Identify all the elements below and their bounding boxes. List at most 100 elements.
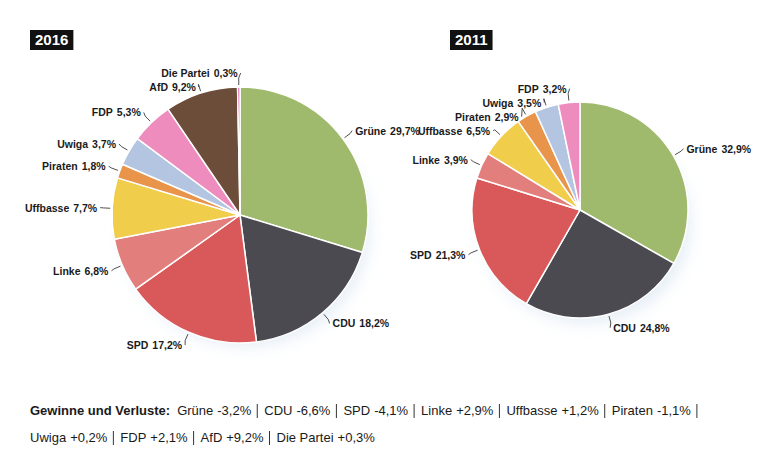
leader-line: [345, 131, 353, 138]
footer-change: +1,2%: [561, 403, 599, 418]
slice-category: Piraten: [455, 111, 491, 123]
slice-category: Uffbasse: [25, 202, 70, 214]
footer-party: Linke: [421, 403, 452, 418]
slice-value: 6,5%: [466, 125, 491, 137]
slice-value: 6,8%: [84, 265, 109, 277]
leader-line: [111, 266, 120, 271]
slice-category: Die Partei: [161, 67, 210, 79]
slice-category: CDU: [333, 317, 356, 329]
footer-party: AfD: [201, 430, 223, 445]
slice-label: Uwiga3,7%: [57, 138, 117, 150]
footer-change: +2,9%: [456, 403, 494, 418]
slice-category: Uwiga: [482, 97, 513, 109]
slice-category: AfD: [149, 81, 168, 93]
slice-category: CDU: [613, 322, 636, 334]
slice-label: Linke6,8%: [53, 265, 109, 277]
footer-item: AfD+9,2%: [201, 430, 264, 445]
separator: [113, 431, 114, 445]
slice-category: SPD: [127, 339, 149, 351]
title: 2011: [455, 31, 488, 48]
footer-party: Piraten: [612, 403, 653, 418]
slice-value: 1,8%: [82, 160, 107, 172]
slice-label: FDP5,3%: [92, 106, 142, 118]
leader-line: [568, 89, 569, 101]
footer-change: -3,2%: [217, 403, 251, 418]
footer: Gewinne und Verluste:Grüne-3,2%CDU-6,6%S…: [30, 403, 697, 445]
slice-value: 3,7%: [92, 138, 117, 150]
footer-party: Die Partei: [277, 430, 334, 445]
separator: [336, 404, 337, 418]
footer-change: +0,2%: [70, 430, 108, 445]
slice-label: Piraten 1,8%: [42, 160, 106, 172]
slice-category: Grüne: [355, 125, 386, 137]
leader-line: [185, 334, 188, 345]
separator: [604, 404, 605, 418]
footer-item: Uwiga+0,2%: [30, 430, 108, 445]
pie-slice: [168, 87, 240, 215]
leader-line: [239, 73, 241, 85]
leader-line: [119, 144, 127, 150]
slice-label: Uffbasse6,5%: [418, 125, 491, 137]
slices: [472, 102, 688, 318]
footer-item: Linke +2,9%: [421, 403, 494, 418]
slice-value: 21,3%: [436, 249, 466, 261]
slice-label: Linke3,9%: [412, 154, 468, 166]
footer-item: Uffbasse+1,2%: [506, 403, 599, 418]
pie-slice: [240, 215, 362, 342]
panel-title: 2016: [30, 30, 73, 50]
leader-line: [471, 160, 480, 165]
slice-category: Piraten: [42, 160, 78, 172]
slice-value: 3,9%: [444, 154, 469, 166]
leader-line: [324, 314, 330, 323]
separator: [193, 431, 194, 445]
footer-party: FDP: [120, 430, 146, 445]
slice-label: SPD17,2%: [127, 339, 183, 351]
slice-category: SPD: [410, 249, 432, 261]
footer-item: FDP +2,1%: [120, 430, 188, 445]
slice-label: Grüne32,9%: [686, 143, 751, 155]
leader-line: [522, 108, 526, 116]
slice-value: 0,3%: [214, 67, 239, 79]
leader-line: [544, 99, 546, 106]
data-labels: Grüne32,9% CDU 24,8% SPD 21,3% Linke3,9% Uffba…: [410, 83, 752, 334]
footer-party: Uwiga: [30, 430, 67, 445]
leader-line: [144, 112, 150, 121]
slice-label: AfD9,2%: [149, 81, 196, 93]
slice-category: FDP: [518, 83, 539, 95]
separator: [257, 404, 258, 418]
slice-label: FDP 3,2%: [518, 83, 568, 95]
pie-slice: [558, 102, 580, 210]
slice-label: Grüne29,7%: [355, 125, 420, 137]
leader-line: [609, 316, 611, 328]
leader-line: [198, 84, 200, 91]
slice-category: Linke: [53, 265, 81, 277]
leader-line: [100, 207, 110, 209]
slice-value: 3,5%: [517, 97, 542, 109]
footer-change: +0,3%: [338, 430, 376, 445]
data-labels: Grüne29,7% CDU18,2% SPD17,2% Linke6,8% Uffba…: [25, 67, 421, 351]
footer-change: -1,1%: [657, 403, 691, 418]
slice-value: 18,2%: [359, 317, 389, 329]
slice-value: 17,2%: [152, 339, 182, 351]
footer-party: Grüne: [177, 403, 213, 418]
slice-label: SPD 21,3%: [410, 249, 466, 261]
footer-item: Grüne -3,2%: [177, 403, 252, 418]
separator: [499, 404, 500, 418]
footer-change: +2,1%: [150, 430, 188, 445]
slices: [112, 87, 368, 343]
slice-value: 24,8%: [640, 322, 670, 334]
leader-line: [468, 250, 477, 254]
slice-label: Uffbasse7,7%: [25, 202, 98, 214]
title: 2016: [35, 31, 68, 48]
footer-item: SPD-4,1%: [343, 403, 408, 418]
footer-party: SPD: [343, 403, 370, 418]
pie-slice: [238, 87, 240, 215]
slice-category: Uffbasse: [418, 125, 463, 137]
separator: [269, 431, 270, 445]
slice-label: Die Partei 0,3%: [161, 67, 238, 79]
footer-party: CDU: [264, 403, 292, 418]
slice-value: 3,2%: [543, 83, 568, 95]
slice-value: 2,9%: [495, 111, 520, 123]
panel-title: 2011: [450, 30, 493, 50]
slice-label: CDU 24,8%: [613, 322, 670, 334]
